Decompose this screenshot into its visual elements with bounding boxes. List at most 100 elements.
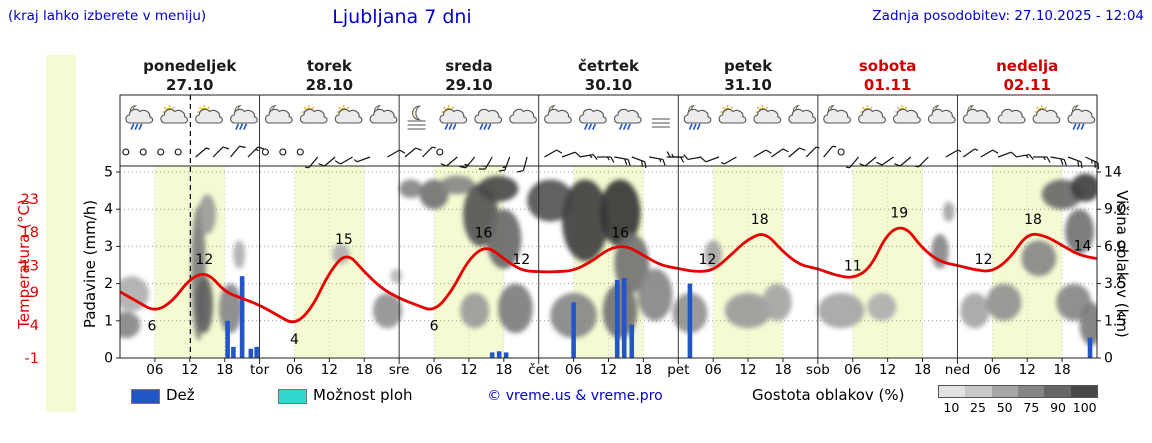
page-title: Ljubljana 7 dni [332, 6, 472, 28]
moon-cloud-rain-icon [683, 105, 712, 130]
svg-text:31.10: 31.10 [724, 76, 771, 94]
cloud-density-segment [965, 386, 992, 397]
svg-text:28.10: 28.10 [306, 76, 353, 94]
moon-cloud-icon [369, 105, 398, 124]
svg-text:29.10: 29.10 [445, 76, 492, 94]
sun-cloud-icon [334, 105, 363, 124]
time-axis-labels: 06 12 18 tor 06 12 18 sre 06 12 18 čet 06 12 18 pet 06 12… [146, 358, 1071, 378]
svg-text:18: 18 [356, 362, 373, 378]
moon-cloud-rain-icon [125, 105, 154, 130]
svg-text:1.5: 1.5 [1104, 313, 1126, 329]
svg-text:18: 18 [774, 362, 791, 378]
showers-label: Možnost ploh [313, 386, 413, 404]
svg-text:12: 12 [698, 252, 716, 268]
sun-cloud-rain-icon [439, 105, 468, 130]
svg-text:nedelja: nedelja [996, 57, 1058, 75]
sun-cloud-icon [160, 105, 189, 124]
svg-text:18: 18 [21, 225, 39, 241]
cloud-rain-icon [474, 108, 503, 130]
svg-text:sre: sre [389, 362, 410, 378]
svg-text:12: 12 [195, 252, 213, 268]
svg-text:01.11: 01.11 [864, 76, 911, 94]
svg-text:06: 06 [984, 362, 1001, 378]
svg-text:12: 12 [739, 362, 756, 378]
svg-text:4: 4 [104, 202, 113, 218]
svg-text:6.0: 6.0 [1104, 239, 1126, 255]
svg-text:12: 12 [460, 362, 477, 378]
svg-text:18: 18 [914, 362, 931, 378]
temperature-scale-strip [46, 55, 76, 412]
cloud-icon [997, 108, 1026, 124]
copyright-link[interactable]: © vreme.us & vreme.pro [487, 388, 663, 404]
svg-text:18: 18 [635, 362, 652, 378]
location-hint: (kraj lahko izberete v meniju) [8, 8, 207, 24]
last-updated: Zadnja posodobitev: 27.10.2025 - 12:04 [872, 8, 1144, 24]
svg-text:5: 5 [104, 165, 113, 181]
cloud-density-scale [938, 385, 1098, 398]
cloud-density-tick: 100 [1072, 400, 1097, 415]
svg-text:četrtek: četrtek [578, 57, 640, 75]
svg-text:12: 12 [1019, 362, 1036, 378]
svg-text:19: 19 [890, 206, 908, 222]
moon-cloud-icon [264, 105, 293, 124]
svg-text:02.11: 02.11 [1003, 76, 1050, 94]
svg-text:1: 1 [104, 313, 113, 329]
svg-text:14: 14 [1074, 239, 1092, 255]
cloud-density-tick: 10 [943, 400, 960, 415]
svg-text:16: 16 [611, 225, 629, 241]
sun-cloud-icon [753, 105, 782, 124]
svg-text:sob: sob [806, 362, 830, 378]
cloud-density-label: Gostota oblakov (%) [752, 386, 905, 404]
precip-bars [225, 276, 1093, 358]
moon-cloud-icon [788, 105, 817, 124]
cloud-layer [120, 173, 1097, 346]
fog-icon [651, 118, 670, 128]
svg-text:3: 3 [104, 239, 113, 255]
svg-text:12: 12 [512, 252, 530, 268]
showers-swatch [278, 389, 307, 404]
svg-text:11: 11 [844, 259, 862, 275]
cloud-icon [509, 108, 537, 124]
svg-text:12: 12 [879, 362, 896, 378]
temperature-curve [119, 226, 1098, 324]
svg-text:petek: petek [724, 57, 773, 75]
svg-text:12: 12 [321, 362, 338, 378]
svg-text:14: 14 [1104, 165, 1122, 181]
svg-text:18: 18 [1054, 362, 1071, 378]
rain-swatch [131, 389, 160, 404]
cloud-density-tick: 50 [996, 400, 1013, 415]
cloud-density-tick: 25 [970, 400, 986, 415]
sun-cloud-icon [858, 105, 886, 124]
moon-cloud-icon [927, 105, 956, 124]
svg-text:6: 6 [148, 319, 157, 335]
svg-text:12: 12 [600, 362, 617, 378]
svg-text:18: 18 [216, 362, 233, 378]
cloud-density-segment [991, 386, 1018, 397]
svg-text:ned: ned [945, 362, 970, 378]
svg-text:16: 16 [475, 225, 493, 241]
temperature-point-labels: 6 12 4 15 6 16 12 16 12 18 11 19 12 18 14 [148, 206, 1092, 348]
cloud-density-segment [1070, 386, 1097, 397]
svg-text:6: 6 [430, 319, 439, 335]
svg-text:06: 06 [425, 362, 442, 378]
svg-text:15: 15 [335, 232, 353, 248]
svg-text:06: 06 [286, 362, 303, 378]
sun-cloud-icon [718, 105, 747, 124]
sun-cloud-icon [299, 105, 328, 124]
sun-cloud-icon [893, 105, 921, 124]
moon-cloud-icon [544, 105, 572, 124]
moon-cloud-icon [962, 105, 991, 124]
svg-text:18: 18 [751, 212, 769, 228]
svg-text:sreda: sreda [445, 57, 492, 75]
svg-text:2: 2 [104, 276, 113, 292]
svg-text:12: 12 [975, 252, 993, 268]
svg-text:-1: -1 [25, 351, 39, 367]
svg-text:06: 06 [844, 362, 861, 378]
rain-label: Dež [166, 386, 195, 404]
cloud-density-labels: 10 25 50 75 90 100 [938, 400, 1098, 415]
cloud-density-segment [1017, 386, 1045, 397]
moon-cloud-rain-icon [1067, 105, 1096, 130]
moon-cloud-rain-icon [230, 105, 258, 130]
svg-text:0: 0 [1104, 351, 1113, 367]
